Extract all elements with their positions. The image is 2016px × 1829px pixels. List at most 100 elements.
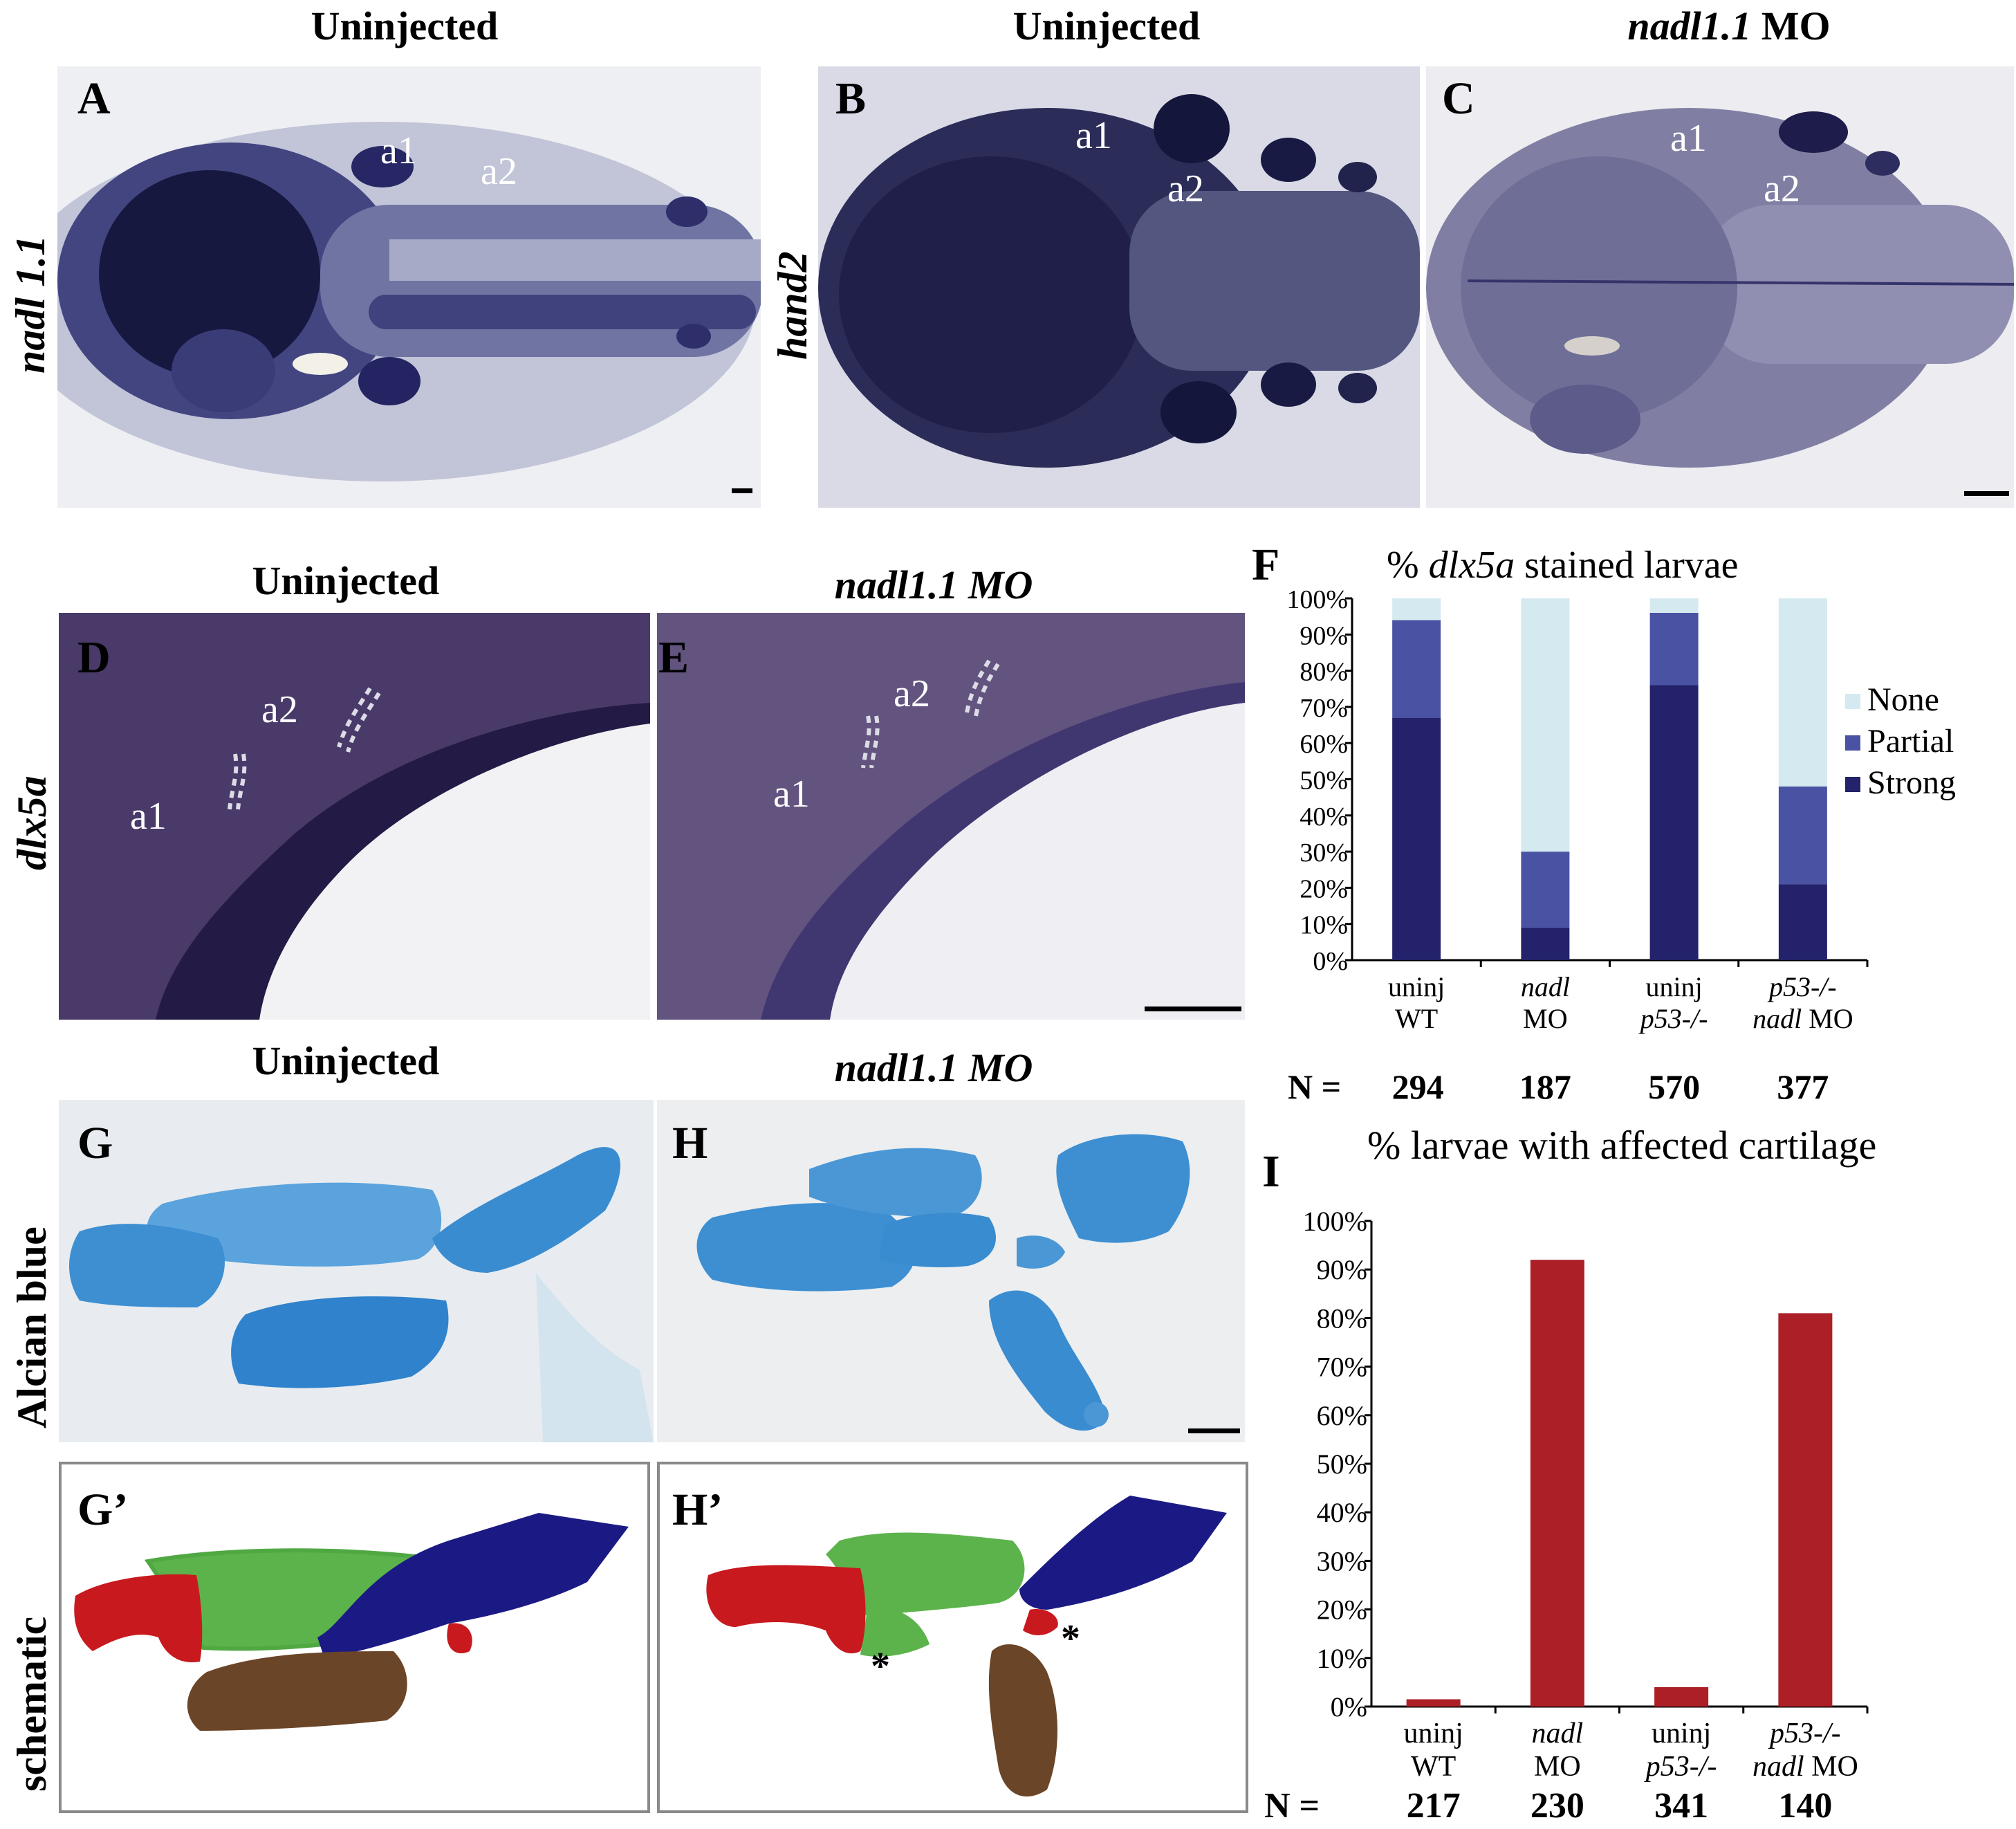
chart-f-y-tick-label: 100% [1286,585,1348,614]
chart-i-y-tick-label: 100% [1303,1206,1367,1237]
panel-label-h-prime: H’ [672,1485,723,1535]
chart-f-y-tick-label: 30% [1300,838,1348,867]
chart-i-y-tick-label: 70% [1317,1352,1367,1383]
panel-c-image [1426,66,2014,508]
chart-i-bar [1530,1260,1584,1707]
chart-i-y-tick-label: 50% [1317,1449,1367,1480]
chart-i-y-tick-label: 90% [1317,1254,1367,1285]
chart-f-legend: None Partial Strong [1845,681,1956,801]
chart-i-n-value: 230 [1531,1786,1584,1826]
arch-label-a2: a2 [1764,167,1800,210]
chart-i-title: % larvae with affected cartilage [1367,1123,1876,1168]
arch-label-a1: a1 [773,773,810,816]
panel-label-a: A [77,73,111,124]
chart-f-bar-partial [1778,786,1827,885]
panel-c-illustration [1426,66,2014,508]
panel-label-h: H [672,1118,708,1168]
chart-f-n-label: N = [1288,1067,1341,1106]
chart-f-bar-strong [1778,884,1827,960]
title-panel-g: Uninjected [69,1038,622,1084]
chart-f-bar-strong [1392,717,1441,960]
chart-f-title: % dlx5a stained larvae [1387,544,1738,587]
chart-i-category-label-line1: uninj [1652,1718,1711,1749]
chart-i-y-tick-label: 20% [1317,1594,1367,1626]
row-label-alcian-blue: Alcian blue [9,1226,55,1428]
panel-h-prime-box: * * [657,1462,1248,1813]
panel-label-e: E [658,632,690,683]
chart-i-y-tick-label: 40% [1317,1497,1367,1528]
arch-boundary-dashes-e [861,659,1000,769]
asterisk-defect-marker: * [871,1645,890,1688]
panel-e-image [657,613,1245,1020]
panel-g-prime-box [59,1462,650,1813]
panel-a-image [57,66,761,508]
chart-f-category-label-line1: uninj [1388,971,1445,1002]
panel-label-d: D [77,632,111,683]
chart-i-y-tick-label: 80% [1317,1303,1367,1334]
chart-f-bar-partial [1392,620,1441,718]
arch-label-a1: a1 [380,129,417,172]
chart-i-category-label-line2: p53-/- [1644,1751,1717,1783]
chart-f-y-tick-label: 40% [1300,802,1348,831]
chart-f-bar-strong [1649,685,1699,960]
panel-g-image [59,1100,654,1442]
asterisk-defect-marker: * [1061,1617,1080,1660]
row-label-schematic: schematic [9,1616,55,1792]
scale-bar-h [1188,1428,1240,1433]
chart-i-n-row: N = 217 230 341 140 [1264,1786,1832,1826]
chart-i-bar [1654,1686,1709,1707]
title-panel-d: Uninjected [69,558,622,604]
arch-label-a2: a2 [261,688,298,731]
chart-f-n-row: N = 294 187 570 377 [1288,1067,1829,1106]
chart-i-y-tick-label: 0% [1331,1691,1367,1722]
arch-label-a1: a1 [1670,117,1707,160]
title-text: nadl1.1 [1627,3,1752,48]
chart-f-n-value: 187 [1519,1067,1571,1106]
scale-bar-a [732,488,752,493]
title-text: Uninjected [252,1038,440,1083]
chart-f-bar-partial [1521,852,1570,928]
chart-f-bar-none [1392,598,1441,621]
chart-i-n-value: 217 [1407,1786,1461,1826]
panel-d-illustration [59,613,650,1020]
arch-label-a1: a1 [1075,114,1112,157]
chart-i-category-label-line1: p53-/- [1768,1718,1841,1749]
chart-f-n-value: 294 [1392,1067,1444,1106]
chart-f-legend-label: None [1867,681,1939,718]
row-label-dlx5a: dlx5a [9,775,55,870]
title-text: nadl1.1 MO [834,562,1033,607]
panel-h-illustration [657,1100,1245,1442]
chart-f-y-tick-label: 20% [1300,874,1348,903]
panel-g-illustration [59,1100,654,1442]
chart-f-y-tick-label: 10% [1300,911,1348,940]
panel-d-image [59,613,650,1020]
arch-label-a2: a2 [1167,167,1204,210]
chart-f-bar-none [1649,598,1699,613]
chart-f-bar-partial [1649,612,1699,686]
chart-f-legend-swatch [1845,694,1860,709]
chart-f-legend-swatch [1845,777,1860,792]
panel-a-illustration [57,66,761,508]
chart-f-legend-label: Strong [1867,764,1956,801]
panel-label-b: B [835,73,867,124]
arch-label-a2: a2 [481,150,517,193]
panel-label-g-prime: G’ [77,1485,129,1535]
chart-i-bar [1778,1313,1833,1707]
scale-bar-e [1145,1007,1241,1011]
title-text: Uninjected [311,3,499,48]
chart-f-category-label-line1: nadl [1521,971,1570,1002]
row-label-hand2: hand2 [770,251,815,360]
row-label-nadl: nadl 1.1 [8,235,53,374]
chart-i-y-tick-label: 60% [1317,1400,1367,1431]
chart-i-category-label-line2: MO [1534,1751,1581,1783]
arch-boundary-dashes-d [228,687,381,810]
chart-f-y-tick-label: 0% [1313,947,1348,976]
chart-f-y-tick-label: 80% [1300,658,1348,687]
title-text: Uninjected [1012,3,1201,48]
title-panel-e: nadl1.1 MO [657,562,1210,608]
chart-i-category-label-line2: nadl MO [1753,1751,1858,1783]
chart-i-category-label-line1: uninj [1403,1718,1463,1749]
chart-f-n-value: 570 [1648,1067,1700,1106]
panel-label-c: C [1442,73,1475,124]
